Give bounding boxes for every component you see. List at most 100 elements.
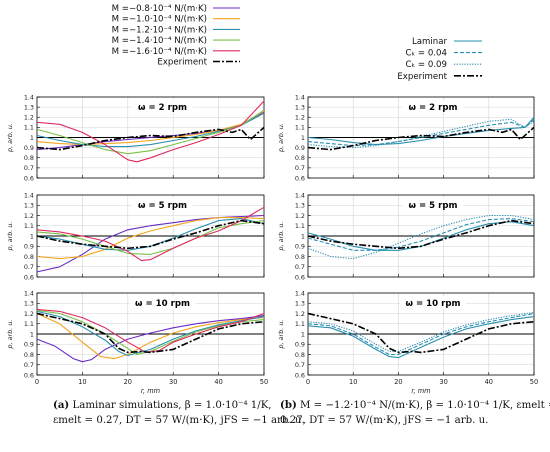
y-tick-label: 0.9 <box>295 243 305 251</box>
x-axis-label: r, mm <box>141 387 160 395</box>
y-tick-label: 1.4 <box>295 93 305 101</box>
panel-annotation: ω = 5 rpm <box>138 201 187 211</box>
panel-annotation: ω = 2 rpm <box>138 103 187 113</box>
y-tick-label: 1.3 <box>295 103 305 111</box>
y-tick-label: 1.1 <box>295 320 305 328</box>
y-axis-label: p, arb. u. <box>277 222 285 252</box>
y-tick-label: 0.6 <box>295 371 305 379</box>
y-tick-label: 1.3 <box>24 202 34 210</box>
y-tick-label: 0.9 <box>24 243 34 251</box>
chart-panel-left-1: 0.6 0.7 0.8 0.9 1 1.1 1.2 1.3 1.4 p, arb. u. ω = 2… <box>6 93 265 182</box>
y-tick-label: 1.2 <box>295 310 305 318</box>
x-axis-label: r, mm <box>411 387 430 395</box>
x-tick-label: 30 <box>439 378 447 386</box>
y-tick-label: 1 <box>301 330 305 338</box>
series-line-experiment <box>307 126 535 151</box>
panel-annotation: ω = 2 rpm <box>409 103 458 113</box>
y-tick-label: 1.4 <box>24 289 34 297</box>
series-line-m-1-6-10-n-m-k- <box>36 308 265 353</box>
y-tick-label: 1.2 <box>24 212 34 220</box>
caption-b: (b) M = −1.2·10⁻⁴ N/(m·K), β = 1.0·10⁻⁴ … <box>280 399 550 426</box>
x-tick-label: 40 <box>214 378 222 386</box>
x-tick-label: 0 <box>306 378 310 386</box>
y-tick-label: 0.7 <box>295 263 305 271</box>
x-tick-label: 20 <box>124 378 132 386</box>
legend-label: M =−1.2·10⁻⁴ N/(m·K) <box>112 25 207 35</box>
y-tick-label: 0.8 <box>24 351 34 359</box>
x-tick-label: 10 <box>349 378 357 386</box>
y-tick-label: 1.2 <box>295 212 305 220</box>
panel-annotation: ω = 10 rpm <box>406 299 461 309</box>
series-line-c-0-04 <box>307 312 535 356</box>
y-axis-label: p, arb. u. <box>6 222 14 252</box>
series-line-m-1-6-10-n-m-k- <box>36 206 265 262</box>
y-tick-label: 0.9 <box>295 144 305 152</box>
series-line-m-1-2-10-n-m-k- <box>36 112 265 148</box>
chart-panel-left-3: 0.6 0.7 0.8 0.9 1 1.1 1.2 1.3 1.4 p, arb. u. 0 10 20… <box>6 289 268 395</box>
y-tick-label: 1.1 <box>24 222 34 230</box>
x-tick-label: 0 <box>35 378 39 386</box>
series-line-m-1-2-10-n-m-k- <box>36 310 265 357</box>
legend-label: M =−0.8·10⁻⁴ N/(m·K) <box>112 4 207 14</box>
series-line-m-1-4-10-n-m-k- <box>36 109 265 155</box>
y-tick-label: 0.7 <box>295 164 305 172</box>
y-tick-label: 1 <box>30 232 34 240</box>
y-tick-label: 0.8 <box>24 154 34 162</box>
y-tick-label: 1.3 <box>24 300 34 308</box>
series-line-m-1-6-10-n-m-k- <box>36 100 265 163</box>
series-line-laminar <box>307 116 535 146</box>
y-tick-label: 1.4 <box>295 289 305 297</box>
panel-annotation: ω = 5 rpm <box>409 201 458 211</box>
caption-a: (a) Laminar simulations, β = 1.0·10⁻⁴ 1/… <box>53 399 305 426</box>
series-line-m-1-4-10-n-m-k- <box>36 220 265 255</box>
x-tick-label: 20 <box>394 378 402 386</box>
series-line-m-1-0-10-n-m-k- <box>36 110 265 146</box>
y-tick-label: 0.8 <box>295 154 305 162</box>
y-tick-label: 1.3 <box>24 103 34 111</box>
series-line-m-0-8-10-n-m-k- <box>36 315 265 363</box>
y-tick-label: 0.7 <box>24 263 34 271</box>
series-line-experiment <box>36 312 265 354</box>
y-tick-label: 1.4 <box>24 191 34 199</box>
y-axis-label: p, arb. u. <box>277 320 285 350</box>
series-line-laminar <box>307 316 535 359</box>
y-tick-label: 1.3 <box>295 300 305 308</box>
legend-label: M =−1.0·10⁻⁴ N/(m·K) <box>112 15 207 25</box>
series-line-c-0-09 <box>307 214 535 260</box>
series-line-c-0-04 <box>307 118 535 147</box>
y-tick-label: 1.1 <box>24 320 34 328</box>
y-axis-label: p, arb. u. <box>6 320 14 350</box>
series-line-c-0-09 <box>307 118 535 149</box>
annotation-box <box>402 198 464 211</box>
legend-label: Cₖ = 0.04 <box>406 49 447 59</box>
y-tick-label: 0.8 <box>24 253 34 261</box>
series-line-experiment <box>307 219 535 250</box>
legend-label: Laminar <box>412 37 448 47</box>
series-line-experiment <box>36 126 265 151</box>
series-line-experiment <box>307 312 535 354</box>
y-tick-label: 0.6 <box>24 371 34 379</box>
y-axis-label: p, arb. u. <box>6 123 14 153</box>
y-tick-label: 1.2 <box>24 114 34 122</box>
y-tick-label: 1 <box>301 134 305 142</box>
series-line-experiment <box>36 219 265 250</box>
annotation-box <box>400 296 466 309</box>
annotation-box <box>129 296 196 309</box>
y-tick-label: 1.1 <box>295 222 305 230</box>
chart-panel-left-2: 0.6 0.7 0.8 0.9 1 1.1 1.2 1.3 1.4 p, arb. u. ω = 5… <box>6 191 265 281</box>
legend-label: M =−1.6·10⁻⁴ N/(m·K) <box>112 47 207 57</box>
y-tick-label: 1 <box>30 134 34 142</box>
x-tick-label: 40 <box>485 378 493 386</box>
y-tick-label: 1 <box>301 232 305 240</box>
y-tick-label: 0.7 <box>24 361 34 369</box>
y-tick-label: 1.1 <box>24 124 34 132</box>
y-tick-label: 0.6 <box>295 273 305 281</box>
y-tick-label: 0.8 <box>295 351 305 359</box>
x-tick-label: 10 <box>78 378 86 386</box>
y-tick-label: 1.2 <box>24 310 34 318</box>
y-tick-label: 0.9 <box>295 341 305 349</box>
series-line-m-1-4-10-n-m-k- <box>36 309 265 356</box>
y-tick-label: 0.9 <box>24 144 34 152</box>
